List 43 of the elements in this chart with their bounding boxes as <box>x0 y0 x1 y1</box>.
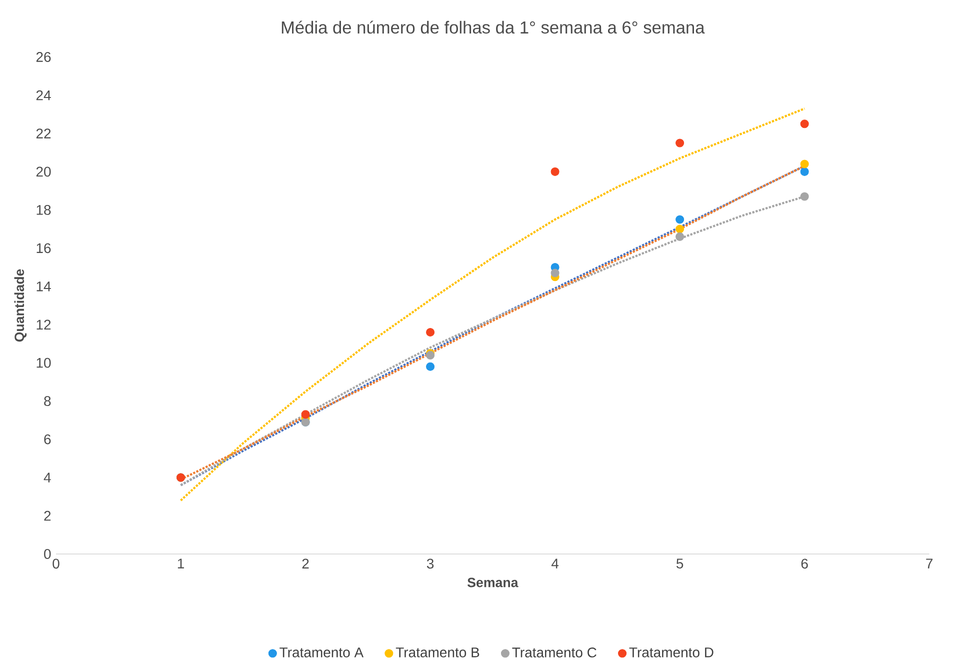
point <box>800 160 809 168</box>
y-tick-label: 6 <box>44 434 51 444</box>
y-tick-label: 2 <box>44 511 51 521</box>
point <box>676 215 684 224</box>
y-tick-label: 12 <box>36 320 51 330</box>
x-tick-label: 7 <box>926 558 933 569</box>
x-tick-label: 6 <box>801 558 808 569</box>
legend-label: Tratamento D <box>629 648 714 658</box>
x-tick-label: 5 <box>676 558 684 569</box>
point <box>426 362 435 372</box>
legend-label: Tratamento A <box>280 648 364 658</box>
x-tick-label: 4 <box>551 558 559 569</box>
y-tick-label: 0 <box>44 549 51 560</box>
y-tick-label: 18 <box>36 205 51 216</box>
point <box>426 328 435 337</box>
x-tick-label: 3 <box>426 558 434 569</box>
point <box>676 138 684 148</box>
point <box>676 224 684 234</box>
point <box>800 168 809 176</box>
point <box>800 120 809 128</box>
point <box>676 232 684 242</box>
y-tick-label: 8 <box>44 396 51 406</box>
x-tick-label: 2 <box>302 558 309 569</box>
point <box>550 168 560 176</box>
line-series <box>180 108 806 502</box>
chart-title: Média de número de folhas da 1° semana a 6° semana <box>282 20 705 34</box>
y-tick-label: 24 <box>36 90 51 100</box>
x-tick-label: 0 <box>52 558 60 569</box>
x-tick-label: 1 <box>178 558 184 569</box>
legend-label: Tratamento B <box>396 648 480 658</box>
y-tick-label: 16 <box>36 243 51 254</box>
point <box>800 192 809 201</box>
legend-label: Tratamento C <box>512 648 596 658</box>
y-tick-label: 20 <box>36 166 51 177</box>
y-tick-label: 4 <box>44 472 51 483</box>
point <box>550 268 560 278</box>
y-axis-title: Quantidade <box>14 269 27 342</box>
x-axis-title: Semana <box>467 578 518 588</box>
y-tick-label: 22 <box>36 128 51 139</box>
y-tick-label: 26 <box>36 52 51 62</box>
point <box>301 410 310 419</box>
y-tick-label: 14 <box>36 282 51 292</box>
y-tick-label: 10 <box>36 358 51 368</box>
